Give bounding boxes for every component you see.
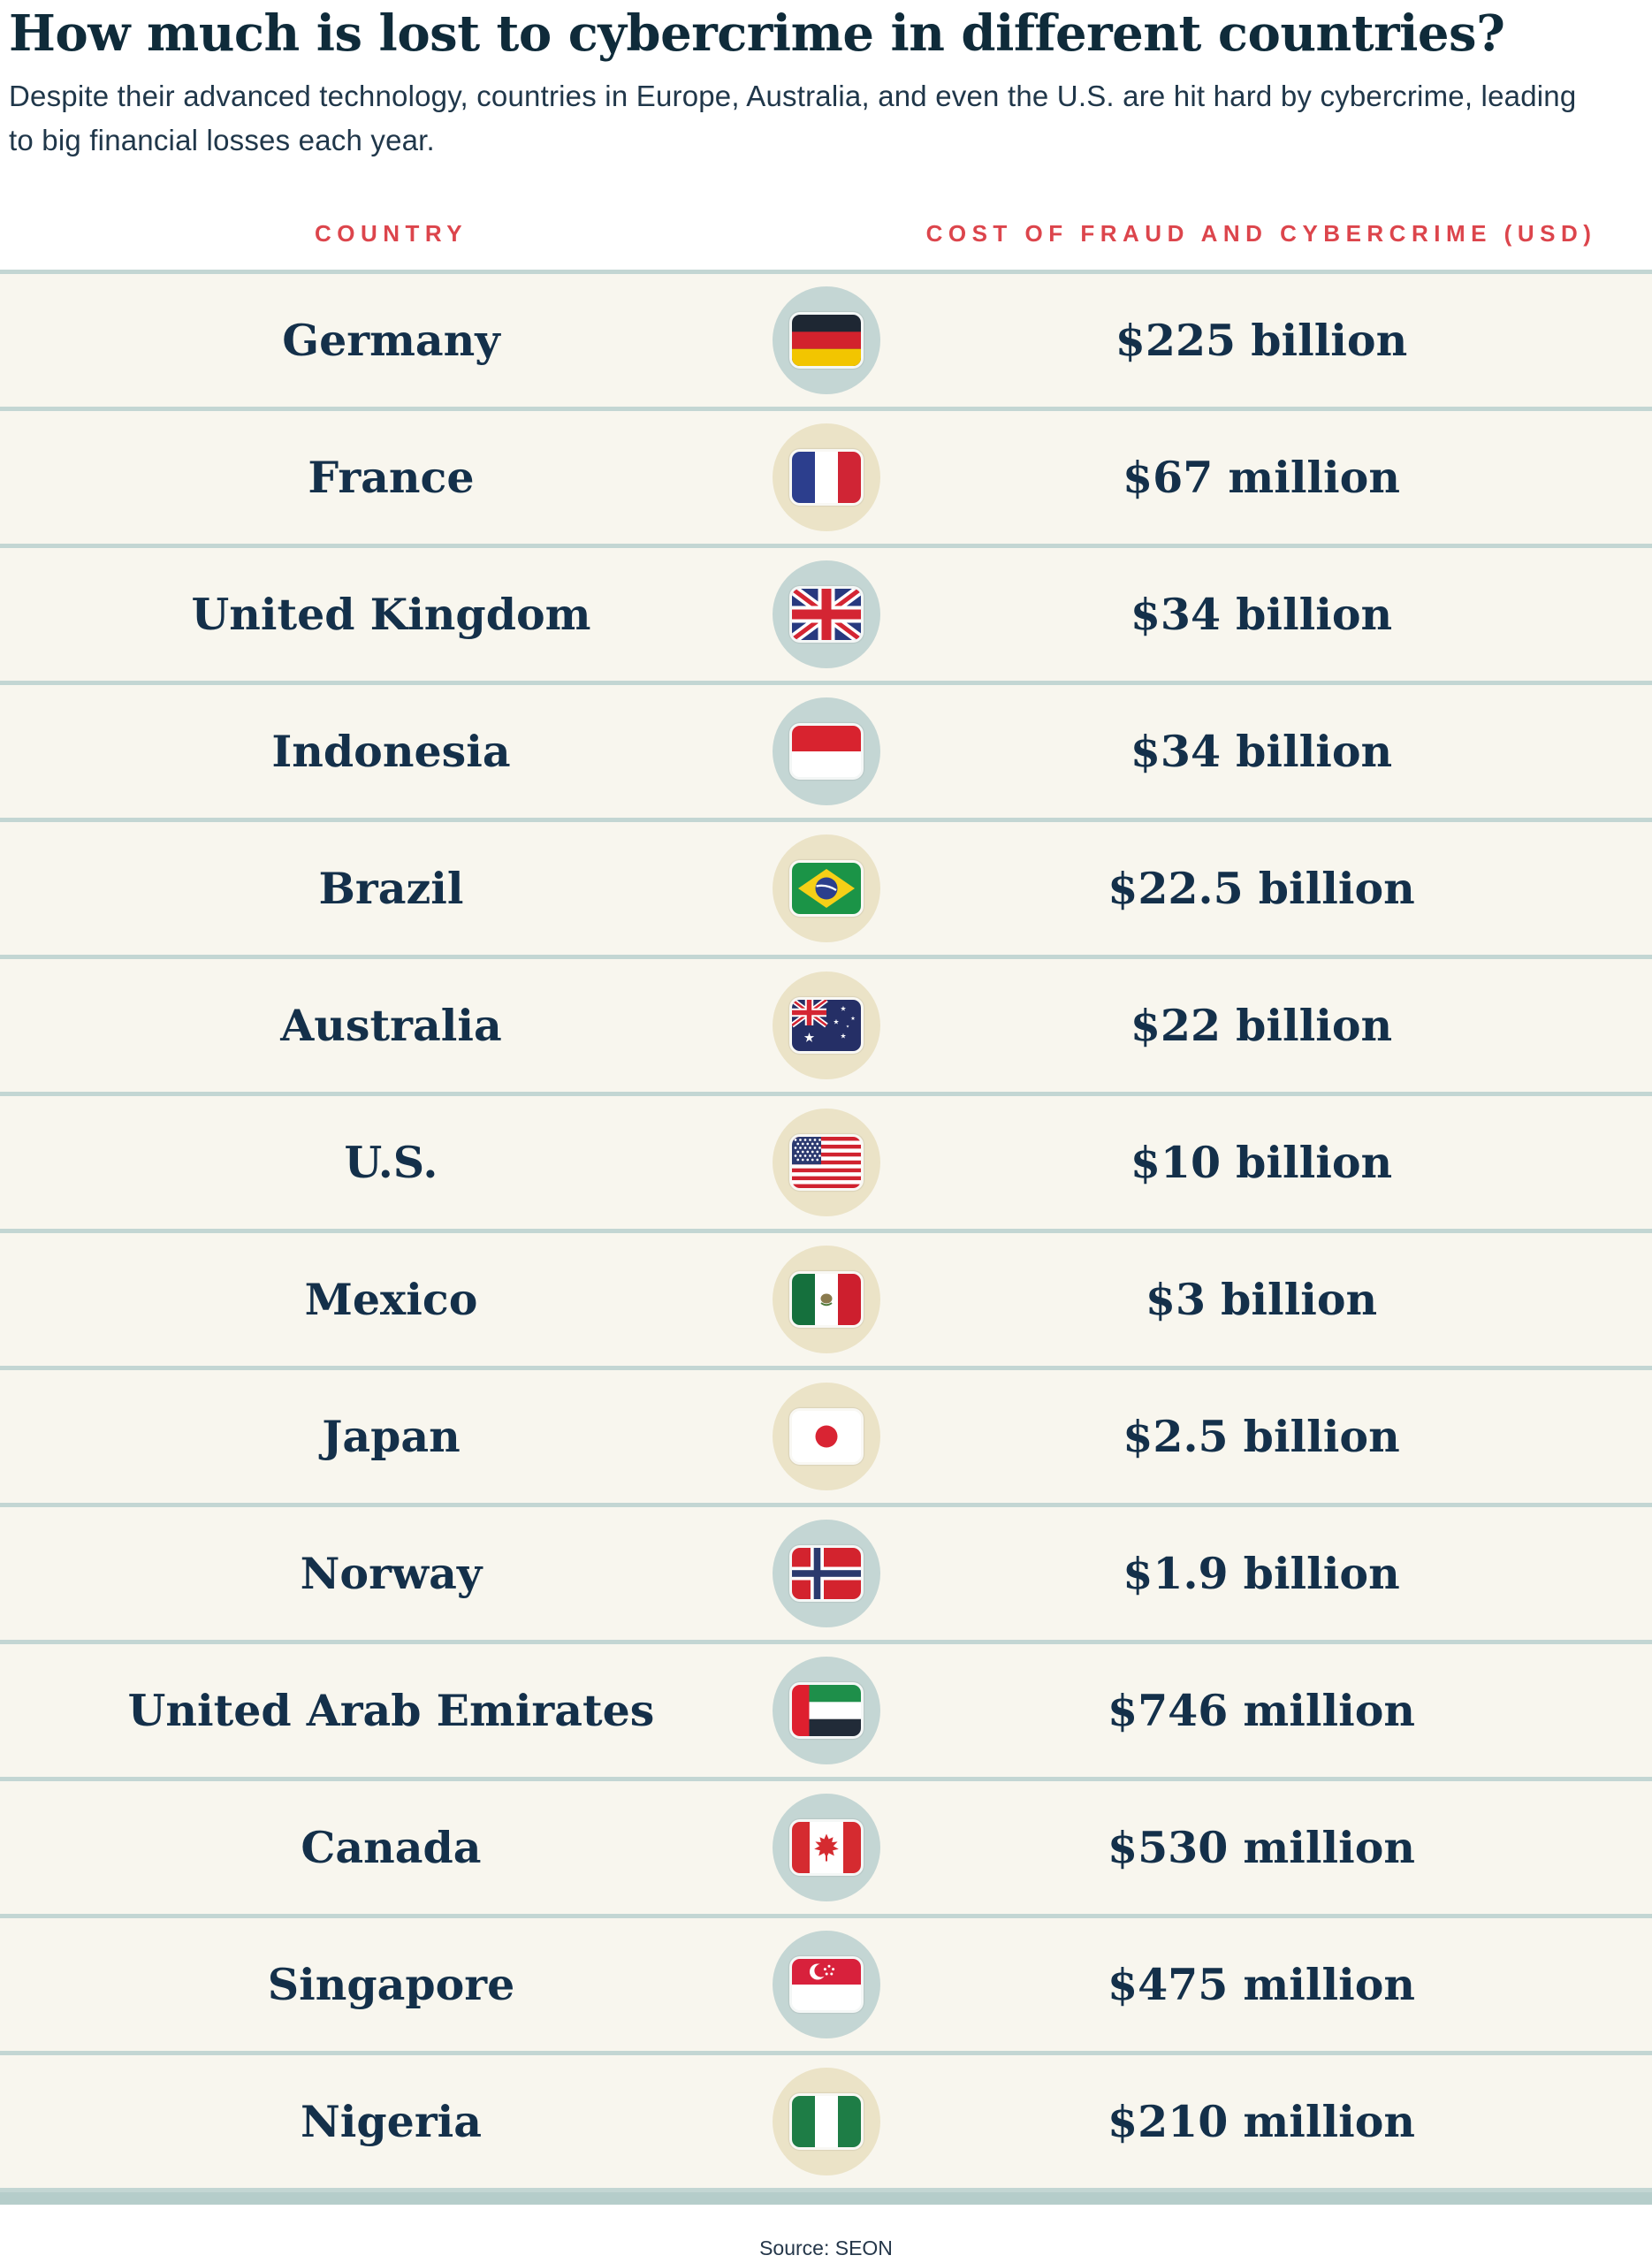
uk-flag-icon (792, 589, 861, 641)
country-name: Norway (300, 1548, 483, 1600)
table-row: France $67 million (0, 411, 1652, 549)
indonesia-flag-icon (792, 726, 861, 778)
flag-circle (773, 1109, 880, 1217)
country-name: Singapore (267, 1959, 515, 2011)
country-name: Nigeria (300, 2096, 483, 2148)
flag-circle (773, 697, 880, 806)
country-name: Japan (322, 1411, 461, 1463)
country-name: France (308, 452, 475, 504)
norway-flag-icon (792, 1548, 861, 1600)
column-header-cost: COST OF FRAUD AND CYBERCRIME (USD) (925, 220, 1597, 248)
singapore-flag-icon (792, 1959, 861, 2011)
table-row: Indonesia $34 billion (0, 685, 1652, 823)
flag-cell (773, 1096, 880, 1229)
cost-value: $67 million (1123, 452, 1400, 504)
cost-value: $530 million (1107, 1822, 1416, 1874)
country-name: Brazil (318, 863, 464, 915)
brazil-flag-icon (792, 863, 861, 915)
table-row: U.S. $10 billion (0, 1096, 1652, 1234)
flag-cell (773, 1507, 880, 1640)
germany-flag-icon (792, 315, 861, 367)
footer: Source: SEON (0, 2236, 1652, 2260)
cost-value: $34 billion (1130, 726, 1393, 778)
table-row: Nigeria $210 million (0, 2055, 1652, 2193)
flag-circle (773, 1794, 880, 1902)
country-name: Indonesia (271, 726, 511, 778)
table-row: United Kingdom $34 billion (0, 548, 1652, 686)
flag-circle (773, 1246, 880, 1354)
page-subtitle: Despite their advanced technology, count… (9, 80, 1577, 156)
cost-value: $10 billion (1130, 1137, 1393, 1189)
flag-cell (773, 1644, 880, 1777)
country-name: Australia (280, 1000, 502, 1052)
cost-value: $1.9 billion (1123, 1548, 1400, 1600)
flag-circle (773, 834, 880, 943)
flag-circle (773, 423, 880, 532)
country-name: United Kingdom (191, 589, 591, 641)
cost-value: $34 billion (1130, 589, 1393, 641)
flag-circle (773, 560, 880, 669)
flag-cell (773, 959, 880, 1092)
cost-value: $22.5 billion (1108, 863, 1415, 915)
flag-cell (773, 822, 880, 955)
table-bottom-bar (0, 2192, 1652, 2206)
cost-value: $746 million (1107, 1685, 1416, 1737)
table-row: Norway $1.9 billion (0, 1507, 1652, 1645)
table-row: Brazil $22.5 billion (0, 822, 1652, 960)
flag-cell (773, 685, 880, 818)
flag-cell (773, 1370, 880, 1503)
column-header-country: COUNTRY (314, 220, 468, 248)
country-name: Germany (282, 315, 500, 367)
header: How much is lost to cybercrime in differ… (0, 0, 1652, 162)
table-row: Singapore $475 million (0, 1918, 1652, 2056)
cost-value: $210 million (1107, 2096, 1416, 2148)
cost-value: $475 million (1107, 1959, 1416, 2011)
flag-circle (773, 286, 880, 395)
flag-cell (773, 2055, 880, 2188)
column-headers: COUNTRY COST OF FRAUD AND CYBERCRIME (US… (0, 220, 1652, 248)
flag-cell (773, 1781, 880, 1914)
cost-value: $3 billion (1145, 1274, 1378, 1326)
flag-circle (773, 1931, 880, 2039)
france-flag-icon (792, 452, 861, 504)
mexico-flag-icon (792, 1274, 861, 1326)
country-cost-table: Germany $225 billion France $67 million … (0, 270, 1652, 2206)
table-row: Germany $225 billion (0, 274, 1652, 412)
flag-cell (773, 1233, 880, 1366)
cost-value: $22 billion (1130, 1000, 1393, 1052)
flag-cell (773, 548, 880, 681)
flag-circle (773, 2068, 880, 2176)
flag-cell (773, 274, 880, 407)
nigeria-flag-icon (792, 2096, 861, 2148)
table-row: United Arab Emirates $746 million (0, 1644, 1652, 1782)
table-row: Mexico $3 billion (0, 1233, 1652, 1371)
japan-flag-icon (792, 1411, 861, 1463)
country-name: U.S. (344, 1137, 438, 1189)
country-name: United Arab Emirates (127, 1685, 655, 1737)
flag-circle (773, 971, 880, 1080)
cost-value: $225 billion (1115, 315, 1408, 367)
table-row: Australia $22 billion (0, 959, 1652, 1097)
australia-flag-icon (792, 1000, 861, 1052)
flag-cell (773, 411, 880, 544)
flag-circle (773, 1657, 880, 1765)
country-name: Mexico (304, 1274, 478, 1326)
page-title: How much is lost to cybercrime in differ… (9, 4, 1505, 63)
us-flag-icon (792, 1137, 861, 1189)
uae-flag-icon (792, 1685, 861, 1737)
cost-value: $2.5 billion (1123, 1411, 1400, 1463)
source-credit: Source: SEON (759, 2236, 893, 2260)
table-row: Canada $530 million (0, 1781, 1652, 1919)
country-name: Canada (301, 1822, 482, 1874)
flag-circle (773, 1383, 880, 1491)
flag-circle (773, 1520, 880, 1628)
table-row: Japan $2.5 billion (0, 1370, 1652, 1508)
flag-cell (773, 1918, 880, 2051)
canada-flag-icon (792, 1822, 861, 1874)
